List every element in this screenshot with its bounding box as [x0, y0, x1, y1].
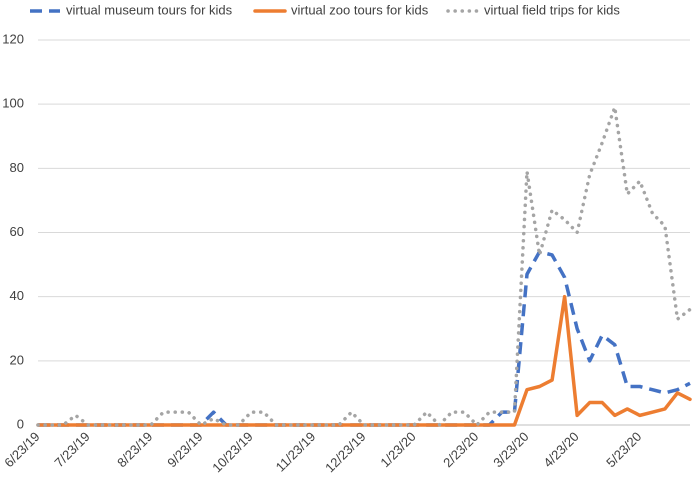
x-tick-label: 7/23/19: [51, 429, 92, 470]
y-tick-label: 80: [10, 160, 24, 175]
y-tick-label: 40: [10, 288, 24, 303]
series-line: [36, 105, 692, 427]
x-tick-label: 2/23/20: [440, 429, 481, 470]
y-tick-label: 20: [10, 352, 24, 367]
x-tick-label: 4/23/20: [540, 429, 581, 470]
legend-label: virtual field trips for kids: [484, 2, 620, 17]
x-tick-label: 3/23/20: [490, 429, 531, 470]
x-tick-label: 1/23/20: [377, 429, 418, 470]
x-tick-label: 5/23/20: [603, 429, 644, 470]
y-tick-label: 100: [2, 96, 24, 111]
series-line: [38, 250, 691, 427]
x-tick-label: 8/23/19: [114, 429, 155, 470]
x-tick-label: 10/23/19: [209, 429, 255, 475]
legend-label: virtual museum tours for kids: [66, 2, 233, 17]
x-tick-label: 6/23/19: [1, 429, 42, 470]
x-tick-label: 11/23/19: [273, 429, 319, 475]
y-tick-label: 0: [17, 416, 24, 431]
x-tick-label: 12/23/19: [322, 429, 368, 475]
legend-label: virtual zoo tours for kids: [291, 2, 429, 17]
y-tick-label: 60: [10, 224, 24, 239]
y-tick-label: 120: [2, 31, 24, 46]
x-tick-label: 9/23/19: [164, 429, 205, 470]
